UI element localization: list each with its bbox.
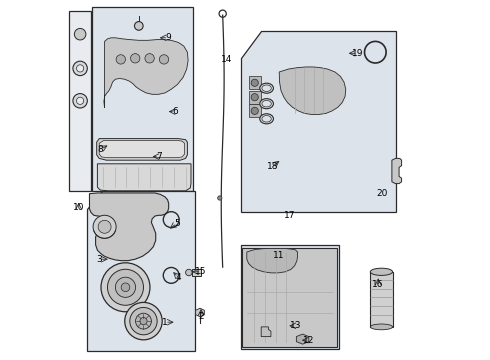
Circle shape — [73, 61, 87, 76]
Polygon shape — [196, 308, 204, 317]
Circle shape — [145, 54, 154, 63]
Circle shape — [73, 94, 87, 108]
Polygon shape — [248, 91, 261, 104]
Text: 5: 5 — [174, 219, 180, 228]
Polygon shape — [87, 191, 195, 351]
Polygon shape — [392, 158, 402, 184]
Text: 1: 1 — [162, 318, 168, 327]
Polygon shape — [261, 327, 271, 337]
Ellipse shape — [262, 100, 271, 107]
Polygon shape — [97, 139, 187, 160]
Circle shape — [130, 54, 140, 63]
Bar — [69, 11, 91, 191]
Ellipse shape — [262, 116, 271, 122]
Polygon shape — [248, 76, 261, 89]
Circle shape — [76, 97, 84, 104]
Circle shape — [140, 318, 147, 325]
Polygon shape — [279, 67, 346, 114]
Bar — [370, 272, 392, 327]
Polygon shape — [248, 104, 261, 117]
Circle shape — [76, 65, 84, 72]
Text: 17: 17 — [284, 211, 296, 220]
Text: 2: 2 — [198, 312, 204, 321]
Circle shape — [251, 107, 258, 114]
Circle shape — [116, 55, 125, 64]
Circle shape — [186, 269, 192, 276]
Circle shape — [101, 263, 150, 312]
Ellipse shape — [370, 268, 392, 275]
Text: 15: 15 — [195, 267, 207, 276]
Text: 11: 11 — [273, 251, 285, 260]
Text: 7: 7 — [156, 152, 162, 161]
Text: 13: 13 — [290, 321, 301, 330]
Text: 4: 4 — [175, 273, 181, 282]
Text: 8: 8 — [98, 145, 103, 154]
Circle shape — [251, 94, 258, 101]
Text: 3: 3 — [96, 255, 102, 264]
Text: 14: 14 — [221, 55, 233, 64]
Text: 9: 9 — [166, 33, 171, 42]
Circle shape — [130, 307, 157, 335]
Circle shape — [251, 79, 258, 86]
Circle shape — [98, 220, 111, 233]
Bar — [192, 269, 201, 276]
Polygon shape — [104, 38, 188, 108]
Text: 18: 18 — [267, 162, 278, 171]
Polygon shape — [296, 334, 309, 344]
Polygon shape — [90, 193, 169, 261]
Circle shape — [125, 302, 162, 340]
Circle shape — [136, 313, 151, 329]
Circle shape — [107, 269, 144, 305]
Circle shape — [74, 28, 86, 40]
Polygon shape — [99, 140, 185, 158]
Circle shape — [159, 55, 169, 64]
Ellipse shape — [260, 99, 273, 109]
Circle shape — [93, 215, 116, 238]
Circle shape — [134, 22, 143, 30]
Polygon shape — [98, 164, 191, 191]
Ellipse shape — [260, 114, 273, 124]
Text: 12: 12 — [303, 336, 314, 345]
Polygon shape — [242, 31, 396, 212]
Circle shape — [116, 277, 136, 297]
Bar — [242, 245, 339, 349]
Polygon shape — [247, 248, 297, 273]
Text: 19: 19 — [352, 49, 363, 58]
Text: 20: 20 — [376, 189, 388, 198]
Text: 10: 10 — [73, 202, 84, 211]
Bar — [92, 7, 193, 191]
Ellipse shape — [370, 324, 392, 330]
Circle shape — [121, 283, 130, 292]
Ellipse shape — [260, 83, 273, 93]
Ellipse shape — [262, 85, 271, 91]
Bar — [242, 248, 337, 347]
Circle shape — [218, 196, 222, 200]
Text: 6: 6 — [172, 107, 178, 116]
Text: 16: 16 — [372, 280, 384, 289]
